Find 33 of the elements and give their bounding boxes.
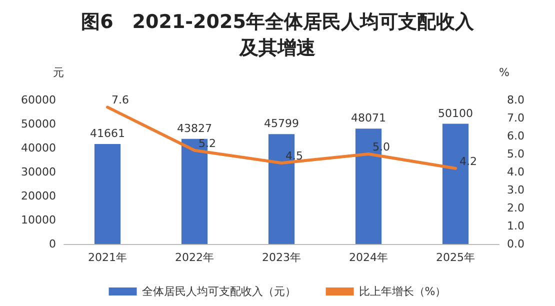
data-label: 43827 xyxy=(177,122,212,135)
y2-tick-label: 0.0 xyxy=(507,238,524,250)
data-label: 50100 xyxy=(438,106,473,120)
y2-tick-label: 7.0 xyxy=(507,112,524,124)
x-tick-label: 2025年 xyxy=(436,251,475,264)
y-tick-label: 20000 xyxy=(21,190,56,202)
bar xyxy=(94,144,121,244)
x-tick-label: 2024年 xyxy=(349,251,388,264)
data-label: 48071 xyxy=(351,112,386,125)
x-tick-label: 2022年 xyxy=(175,251,214,264)
data-label: 45799 xyxy=(264,117,299,130)
legend-label: 比上年增长（%） xyxy=(358,285,446,298)
y2-tick-label: 4.0 xyxy=(507,166,524,178)
y2-tick-label: 5.0 xyxy=(507,148,524,160)
y-tick-label: 0 xyxy=(49,238,56,250)
x-tick-label: 2021年 xyxy=(88,251,127,264)
y-tick-label: 40000 xyxy=(21,142,56,154)
y-tick-label: 10000 xyxy=(21,214,56,226)
y2-tick-label: 3.0 xyxy=(507,184,524,196)
data-label: 7.6 xyxy=(112,94,129,107)
y-axis-title: 元 xyxy=(53,66,64,79)
legend-label: 全体居民人均可支配收入（元） xyxy=(142,285,296,298)
y2-axis-title: % xyxy=(499,66,510,79)
data-label: 41661 xyxy=(90,127,125,140)
y2-tick-label: 2.0 xyxy=(507,202,524,214)
y-tick-label: 50000 xyxy=(21,118,56,130)
y-tick-label: 30000 xyxy=(21,166,56,178)
y2-tick-label: 6.0 xyxy=(507,130,524,142)
x-tick-label: 2023年 xyxy=(262,251,301,264)
y-tick-label: 60000 xyxy=(21,94,56,106)
y2-tick-label: 1.0 xyxy=(507,220,524,232)
y2-tick-label: 8.0 xyxy=(507,94,524,106)
chart-title: 图6 2021-2025年全体居民人均可支配收入及其增速 xyxy=(81,11,475,59)
